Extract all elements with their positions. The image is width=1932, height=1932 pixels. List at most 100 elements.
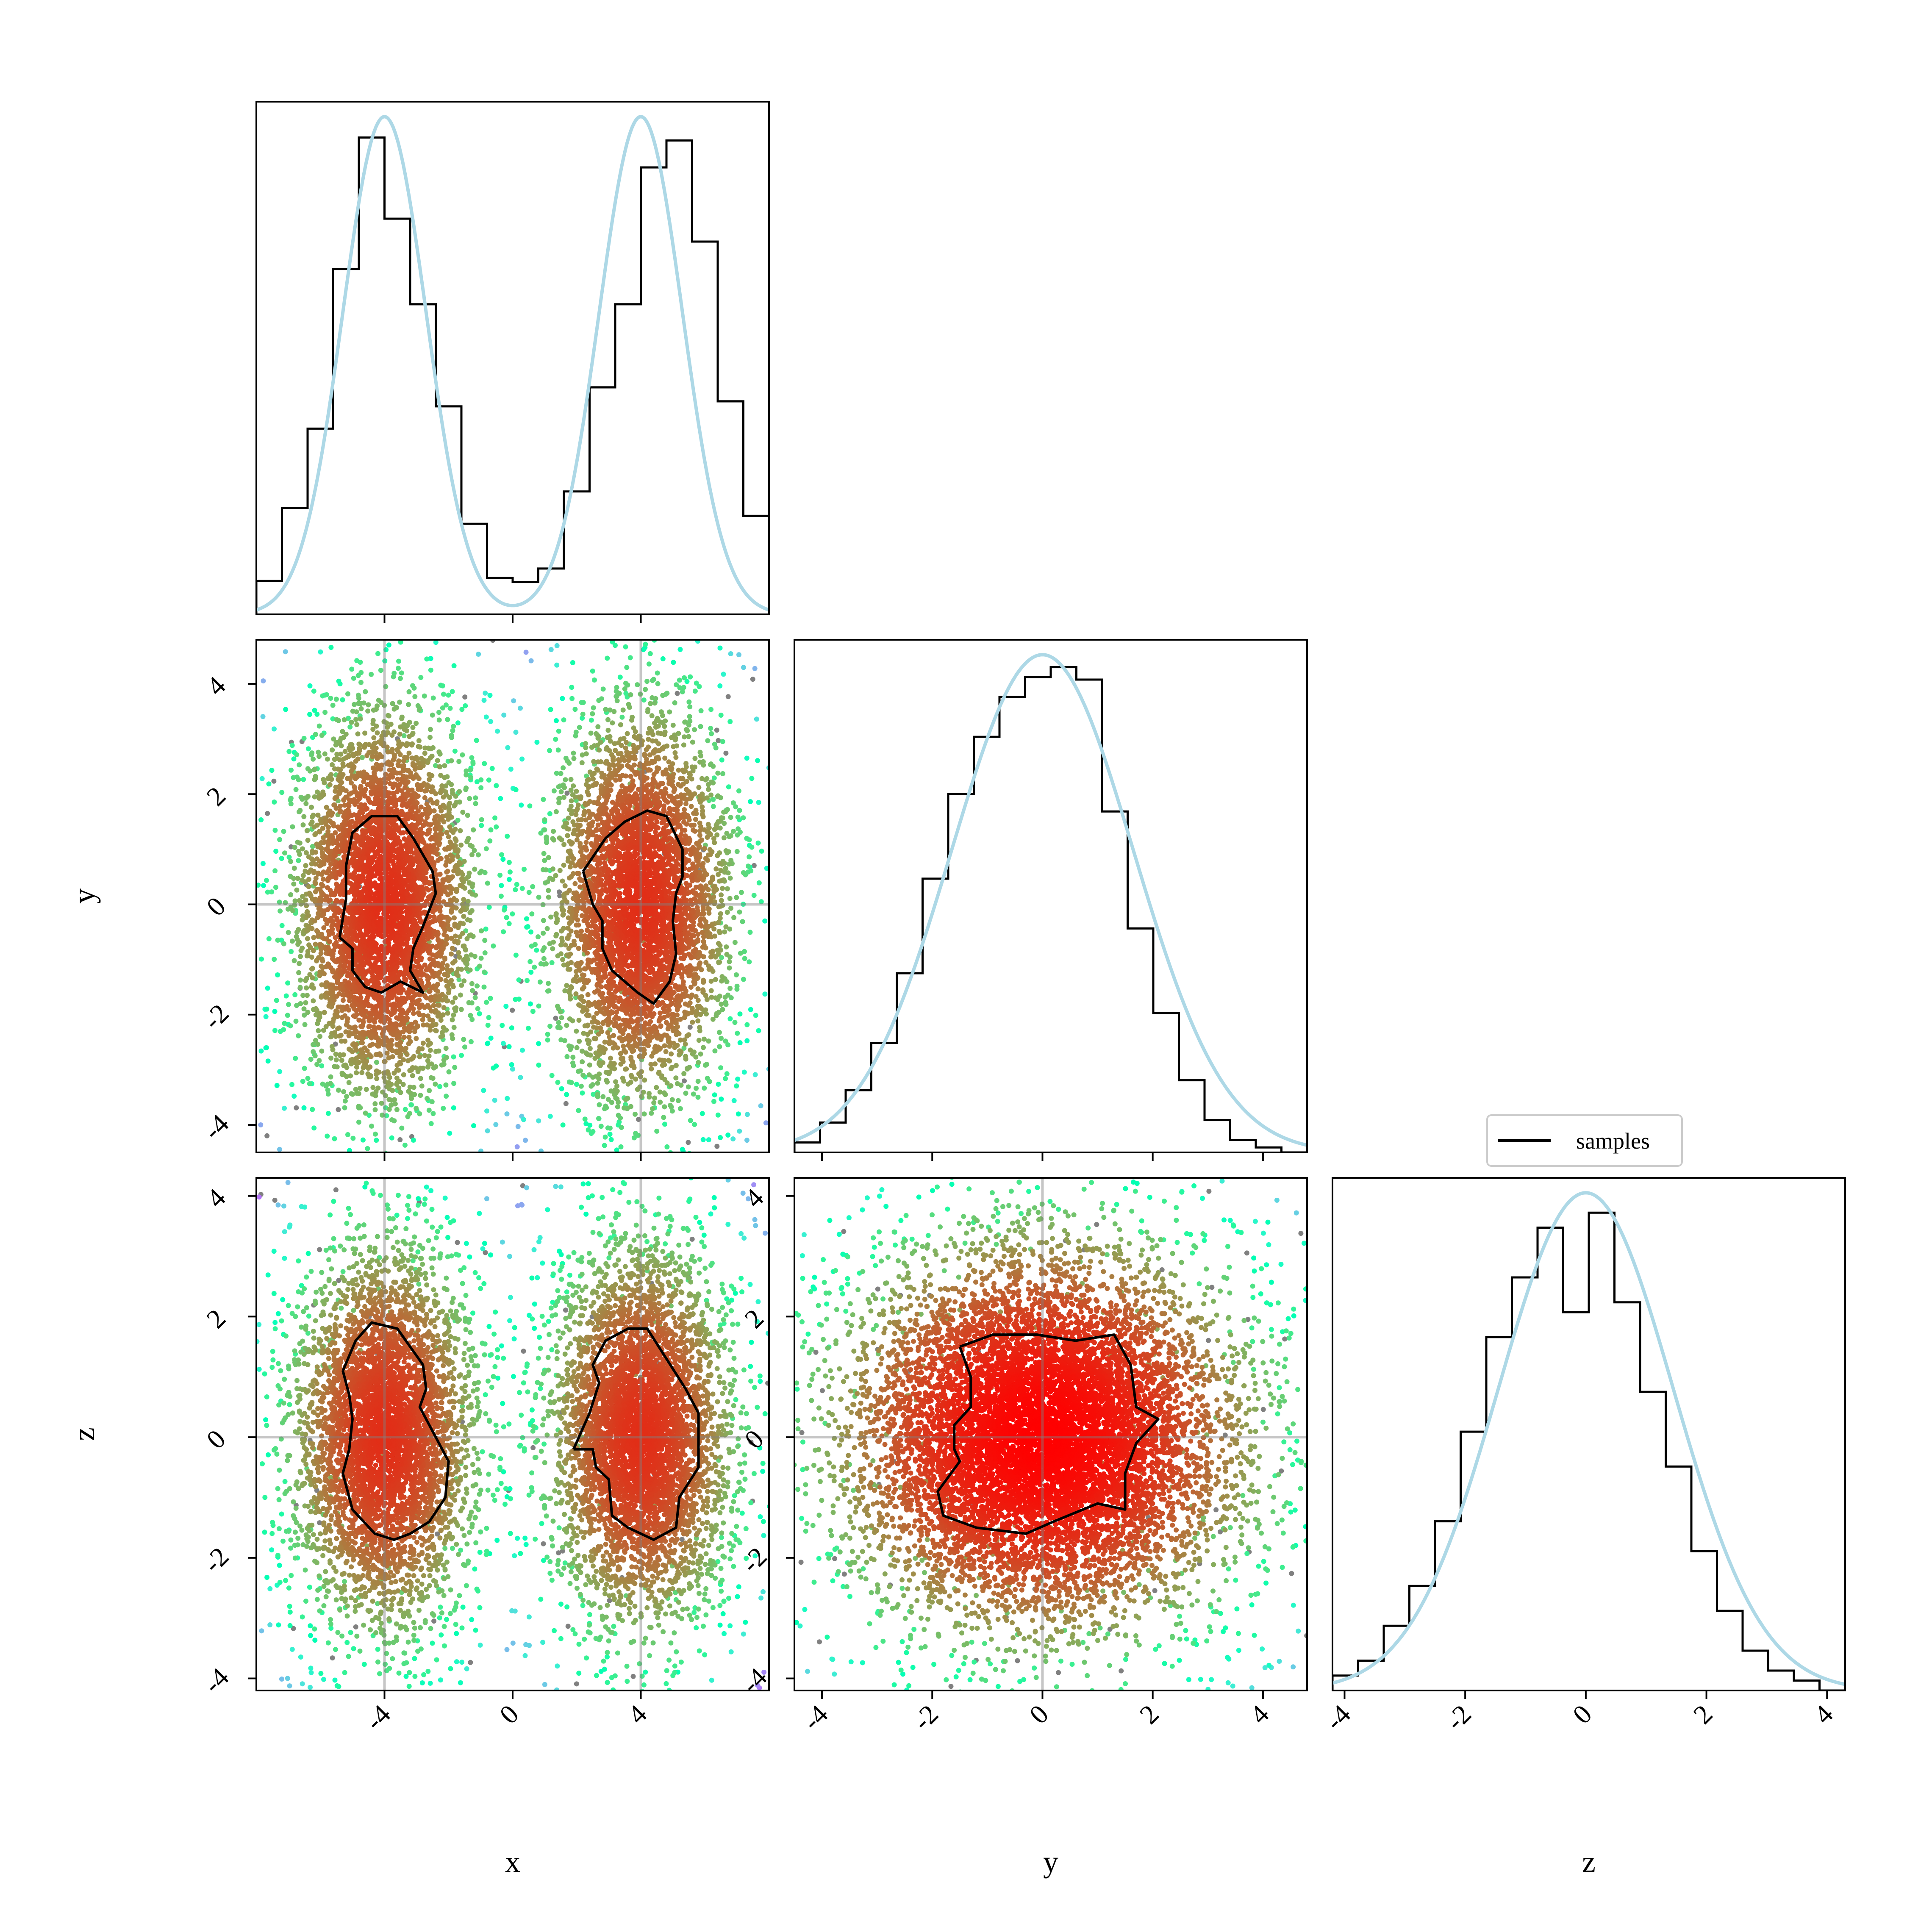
scatter-point [493, 1122, 499, 1127]
scatter-point [736, 788, 741, 794]
scatter-point [528, 969, 534, 975]
scatter-point [313, 881, 318, 886]
scatter-point [605, 655, 610, 661]
x-marginal-pdf-curve [256, 115, 769, 612]
scatter-point [655, 681, 661, 686]
scatter-point [289, 1082, 294, 1087]
scatter-point [680, 1146, 685, 1152]
scatter-point [553, 718, 559, 723]
scatter-point [697, 828, 702, 833]
scatter-point [715, 770, 721, 776]
scatter-point [484, 1108, 489, 1114]
scatter-point [324, 692, 329, 697]
scatter-point [514, 1144, 520, 1149]
scatter-point [547, 1024, 553, 1029]
scatter-point [441, 1106, 446, 1111]
scatter-point [334, 1009, 340, 1015]
scatter-point [590, 668, 595, 674]
scatter-point [608, 1088, 614, 1094]
scatter-point [648, 1062, 654, 1067]
scatter-point [725, 1042, 731, 1048]
scatter-point [374, 1138, 379, 1143]
scatter-point [470, 988, 475, 993]
scatter-point [344, 1004, 350, 1009]
scatter-point [737, 1040, 743, 1046]
scatter-point [598, 1124, 604, 1129]
scatter-point [557, 889, 562, 895]
scatter-point [694, 841, 700, 846]
scatter-point [573, 733, 578, 738]
scatter-point [497, 872, 503, 878]
scatter-point [336, 718, 341, 723]
scatter-point [382, 658, 388, 663]
scatter-point [429, 1099, 435, 1105]
scatter-point [621, 1044, 626, 1049]
scatter-point [311, 1125, 317, 1131]
scatter-point [521, 1117, 526, 1122]
scatter-point [586, 777, 591, 782]
scatter-point [558, 1025, 563, 1030]
scatter-point [281, 1027, 286, 1033]
scatter-point [330, 762, 335, 767]
scatter-point [629, 717, 634, 723]
scatter-point [452, 1065, 458, 1070]
scatter-point [292, 845, 297, 850]
scatter-point [741, 815, 746, 821]
scatter-point [585, 1022, 591, 1028]
scatter-point [674, 682, 679, 688]
scatter-point [451, 1105, 456, 1110]
scatter-point [288, 892, 294, 897]
scatter-point [541, 945, 547, 950]
scatter-point [312, 766, 318, 772]
scatter-point [414, 999, 420, 1004]
scatter-point [691, 827, 696, 833]
scatter-point [751, 893, 757, 898]
scatter-point [325, 1088, 330, 1093]
scatter-point [305, 746, 311, 752]
scatter-point [625, 1106, 630, 1111]
scatter-point [558, 1037, 564, 1043]
scatter-point [272, 957, 277, 962]
scatter-point [320, 958, 325, 964]
scatter-point [382, 702, 387, 708]
scatter-point [619, 1125, 624, 1130]
scatter-point [658, 1023, 663, 1029]
scatter-point [345, 1132, 350, 1137]
scatter-point [719, 757, 724, 763]
scatter-point [581, 972, 587, 978]
scatter-point [744, 1038, 750, 1044]
scatter-point [670, 722, 676, 728]
scatter-point [749, 844, 755, 850]
scatter-point [277, 1146, 282, 1152]
scatter-point [660, 656, 666, 661]
scatter-point [297, 840, 303, 846]
scatter-point [628, 692, 633, 697]
scatter-point [478, 955, 484, 961]
scatter-point [511, 698, 516, 704]
scatter-point [430, 695, 436, 701]
scatter-point [541, 918, 546, 923]
scatter-point [283, 993, 289, 999]
scatter-point [576, 946, 581, 951]
scatter-point [675, 691, 680, 696]
scatter-point [607, 734, 613, 739]
scatter-point [608, 1137, 614, 1142]
scatter-point [389, 1117, 394, 1122]
scatter-point [259, 776, 265, 781]
scatter-point [617, 777, 623, 782]
scatter-point [407, 1084, 413, 1090]
scatter-point [703, 1063, 708, 1068]
scatter-point [481, 984, 487, 990]
scatter-point [747, 854, 752, 860]
scatter-point [509, 1025, 514, 1031]
scatter-point [321, 792, 326, 797]
scatter-point [545, 1037, 550, 1043]
scatter-point [682, 734, 687, 740]
scatter-point [329, 1044, 335, 1049]
scatter-point [699, 776, 705, 781]
scatter-point [557, 796, 562, 801]
scatter-point [450, 791, 455, 796]
scatter-point [655, 730, 661, 736]
scatter-point [618, 1022, 623, 1028]
scatter-point [396, 763, 401, 769]
